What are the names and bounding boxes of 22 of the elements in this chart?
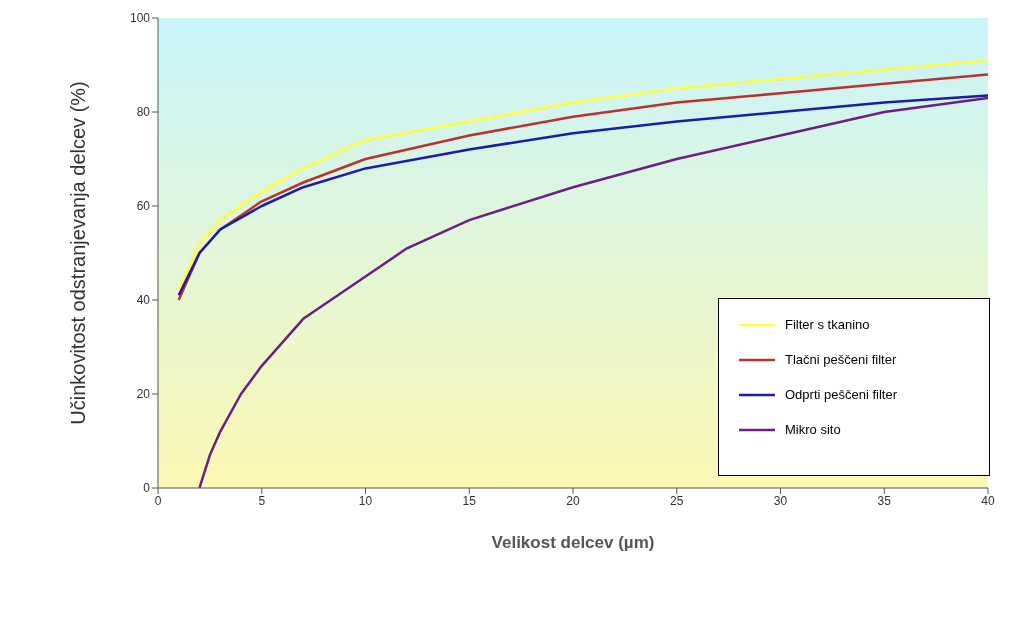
y-tick-label: 20 (136, 387, 151, 402)
y-tick-label: 100 (129, 11, 151, 26)
legend-label: Tlačni peščeni filter (785, 352, 897, 367)
x-tick-label: 15 (462, 493, 477, 508)
legend-label: Mikro sito (785, 422, 841, 437)
x-tick-label: 30 (773, 493, 788, 508)
x-tick-label: 0 (154, 493, 162, 508)
x-tick-label: 10 (358, 493, 373, 508)
y-tick-label: 80 (136, 105, 151, 120)
y-tick-label: 40 (136, 293, 151, 308)
y-axis-title: Učinkovitost odstranjevanja delcev (%) (67, 81, 90, 425)
y-tick-label: 60 (136, 199, 151, 214)
y-tick-label: 0 (143, 481, 151, 496)
x-tick-label: 35 (877, 493, 892, 508)
line-series (198, 96, 988, 488)
legend-label: Odprti peščeni filter (785, 387, 897, 402)
x-tick-label: 25 (670, 493, 684, 508)
x-tick-label: 5 (258, 493, 266, 508)
x-axis-title: Velikost delcev (µm) (491, 533, 655, 552)
x-tick-label: 20 (566, 493, 580, 508)
legend-label: Filter s tkanino (785, 317, 870, 332)
x-tick-label: 40 (981, 493, 995, 508)
